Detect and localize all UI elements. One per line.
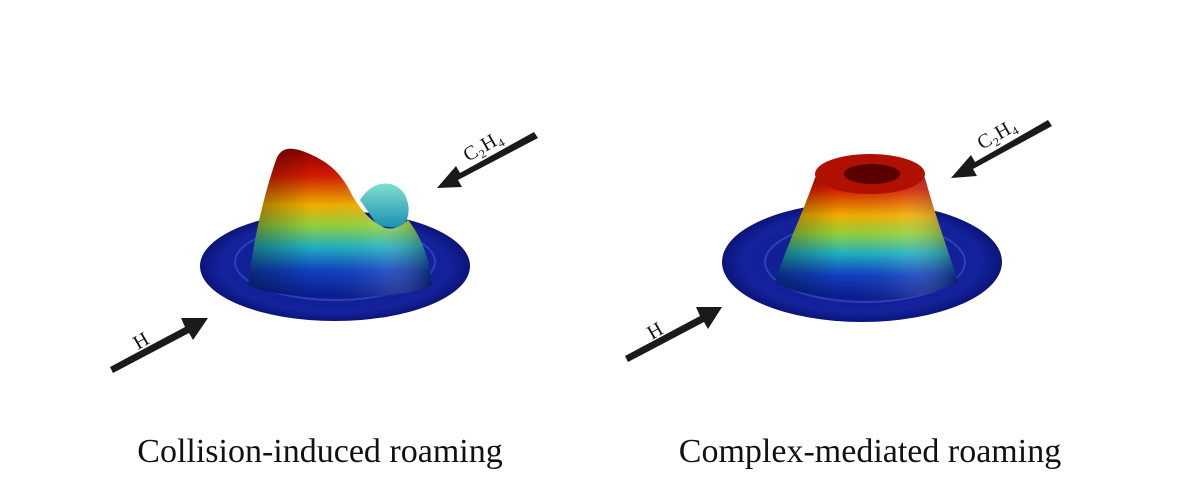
shading bbox=[775, 164, 958, 300]
left-panel: H C₂H₄ Collision-induced roaming bbox=[110, 126, 538, 470]
arrow-c2h4 bbox=[951, 120, 1052, 178]
label-c2h4: C₂H₄ bbox=[974, 114, 1021, 154]
caption: Collision-induced roaming bbox=[137, 433, 502, 470]
side-lobe bbox=[360, 183, 409, 228]
arrow-h bbox=[625, 307, 722, 362]
caption: Complex-mediated roaming bbox=[679, 433, 1061, 470]
shading bbox=[248, 148, 432, 298]
arrow-c2h4 bbox=[437, 132, 538, 188]
crater bbox=[844, 164, 900, 184]
arrow-h bbox=[110, 318, 208, 373]
right-panel: H C₂H₄ Complex-mediated roaming bbox=[625, 114, 1061, 470]
